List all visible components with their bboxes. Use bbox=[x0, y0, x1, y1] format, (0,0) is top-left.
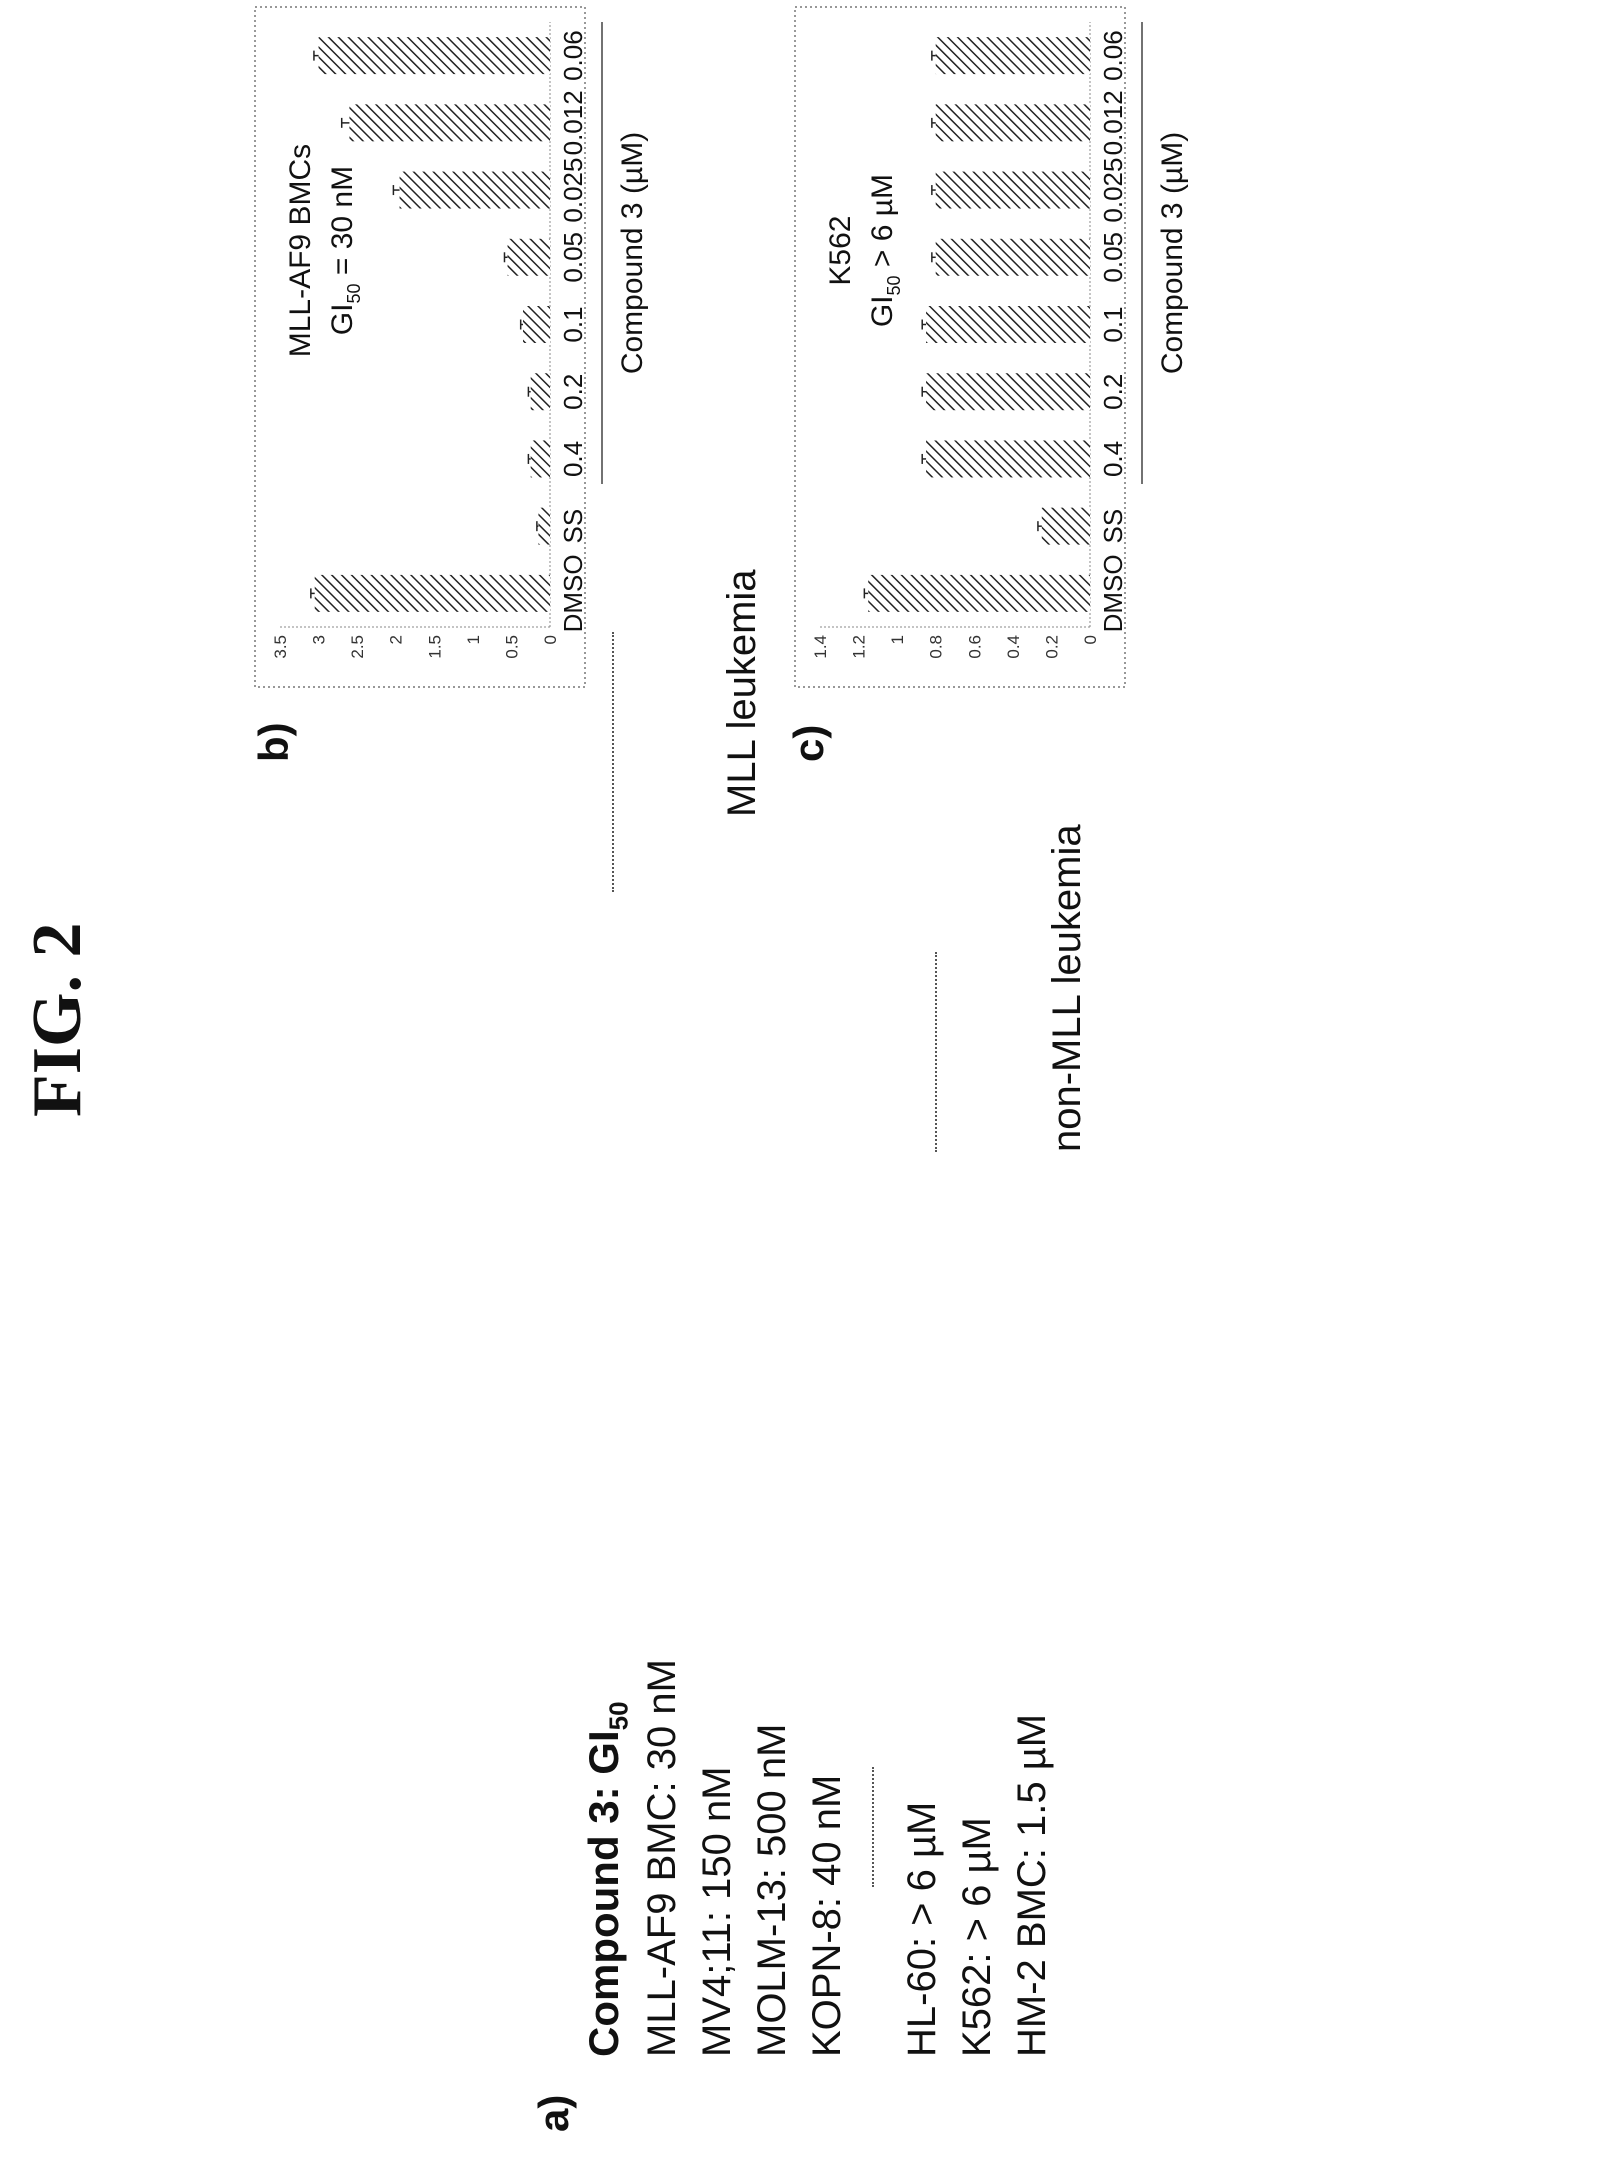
chart-b-ytick-label: 2.5 bbox=[348, 635, 367, 659]
mll-line-1: MV4;11: 150 nM bbox=[695, 1766, 739, 2057]
chart-c-ytick-label: 1.2 bbox=[850, 635, 869, 659]
chart-c-ytick-label: 0.6 bbox=[965, 635, 984, 659]
chart-b-xtick-label: 0.2 bbox=[558, 374, 588, 410]
chart-b-ytick-label: 0.5 bbox=[502, 635, 521, 659]
chart-b-xtick-label: 0.1 bbox=[558, 306, 588, 342]
chart-c-bar bbox=[935, 171, 1090, 209]
chart-b-bar bbox=[507, 238, 551, 276]
chart-c-ytick-label: 0.4 bbox=[1004, 635, 1023, 659]
chart-b-xtick-label: SS bbox=[558, 509, 588, 544]
chart-b-xtick-label: 0.012 bbox=[558, 90, 588, 155]
non-mll-line-2: HM-2 BMC: 1.5 µM bbox=[1010, 1713, 1054, 2057]
chart-c-bar bbox=[926, 440, 1090, 478]
panel-a-title-sub: 50 bbox=[603, 1701, 634, 1731]
chart-b-bar bbox=[523, 306, 550, 343]
chart-c-frame bbox=[794, 6, 1126, 688]
chart-b-ytick-label: 1.5 bbox=[425, 635, 444, 659]
chart-c-xtick-label: 0.05 bbox=[1098, 232, 1128, 283]
non-mll-line-0: HL-60: > 6 µM bbox=[900, 1801, 944, 2057]
chart-b: 00.511.522.533.5Absorbance at 570 nmDMSO… bbox=[254, 6, 649, 688]
chart-c-bar bbox=[935, 104, 1090, 142]
chart-c-xtick-label: 0.2 bbox=[1098, 374, 1128, 410]
chart-b-xlabel: Compound 3 (µM) bbox=[616, 132, 649, 374]
mll-line-3: KOPN-8: 40 nM bbox=[805, 1774, 849, 2057]
chart-c-ytick-label: 1.4 bbox=[811, 635, 830, 659]
chart-b-ytick-label: 3.5 bbox=[271, 635, 290, 659]
chart-b-xtick-label: DMSO bbox=[558, 554, 588, 632]
chart-c-xtick-label: 0.4 bbox=[1098, 441, 1128, 477]
chart-c-ytick-label: 1 bbox=[888, 635, 907, 644]
chart-b-bar bbox=[318, 37, 550, 75]
chart-c-xtick-label: 0.025 bbox=[1098, 158, 1128, 223]
chart-c-bar bbox=[935, 238, 1090, 276]
chart-b-frame bbox=[254, 6, 586, 688]
chart-c: 00.20.40.60.811.21.4Absorbance at 570 nm… bbox=[794, 6, 1189, 688]
mll-line-0: MLL-AF9 BMC: 30 nM bbox=[640, 1659, 684, 2057]
chart-b-xtick-label: 0.025 bbox=[558, 158, 588, 223]
chart-b-xtick-label: 0.4 bbox=[558, 441, 588, 477]
chart-b-ytick-label: 3 bbox=[310, 635, 329, 644]
non-mll-group-label: non-MLL leukemia bbox=[1045, 824, 1089, 1152]
chart-b-ytick-label: 1 bbox=[464, 635, 483, 644]
chart-b-gi-label: GI50 = 30 nM bbox=[326, 166, 364, 335]
chart-c-bar bbox=[926, 373, 1090, 411]
chart-c-bar bbox=[926, 306, 1090, 343]
chart-c-gi-label: GI50 > 6 µM bbox=[866, 174, 904, 327]
panel-c-label: c) bbox=[785, 724, 832, 762]
chart-c-bar bbox=[1041, 507, 1091, 545]
chart-b-bar bbox=[349, 104, 550, 142]
separator-line bbox=[872, 1767, 874, 1887]
chart-c-xtick-label: SS bbox=[1098, 509, 1128, 544]
chart-b-bar bbox=[399, 171, 550, 209]
chart-b-xtick-label: 0.05 bbox=[558, 232, 588, 283]
figure-title: FIG. 2 bbox=[19, 922, 96, 1117]
chart-c-xtick-label: 0.012 bbox=[1098, 90, 1128, 155]
non-mll-bracket-line bbox=[935, 952, 937, 1152]
chart-c-bar bbox=[868, 574, 1091, 612]
chart-c-xtick-label: DMSO bbox=[1098, 554, 1128, 632]
chart-c-ytick-label: 0.2 bbox=[1042, 635, 1061, 659]
panel-a-title-text: Compound 3: GI bbox=[580, 1730, 627, 2057]
chart-c-ytick-label: 0.8 bbox=[927, 635, 946, 659]
mll-group-label: MLL leukemia bbox=[720, 569, 764, 817]
panel-a-label: a) bbox=[530, 2094, 577, 2132]
chart-b-title: MLL-AF9 BMCs bbox=[284, 144, 317, 357]
chart-b-xtick-label: 0.06 bbox=[558, 30, 588, 81]
chart-c-xtick-label: 0.1 bbox=[1098, 306, 1128, 342]
chart-c-ytick-label: 0 bbox=[1081, 635, 1100, 644]
chart-c-xtick-label: 0.06 bbox=[1098, 30, 1128, 81]
panel-a-title: Compound 3: GI50 bbox=[580, 1701, 634, 2057]
chart-b-bar bbox=[538, 507, 550, 545]
chart-b-bar bbox=[530, 373, 551, 411]
mll-line-2: MOLM-13: 500 nM bbox=[750, 1723, 794, 2057]
panel-b-label: b) bbox=[250, 722, 297, 762]
chart-b-bar bbox=[530, 440, 551, 478]
chart-c-xlabel: Compound 3 (µM) bbox=[1156, 132, 1189, 374]
chart-c-bar bbox=[935, 37, 1090, 75]
chart-b-bar bbox=[314, 574, 551, 612]
non-mll-line-1: K562: > 6 µM bbox=[955, 1817, 999, 2057]
chart-b-ytick-label: 2 bbox=[387, 635, 406, 644]
chart-b-ytick-label: 0 bbox=[541, 635, 560, 644]
chart-c-title: K562 bbox=[824, 216, 857, 286]
